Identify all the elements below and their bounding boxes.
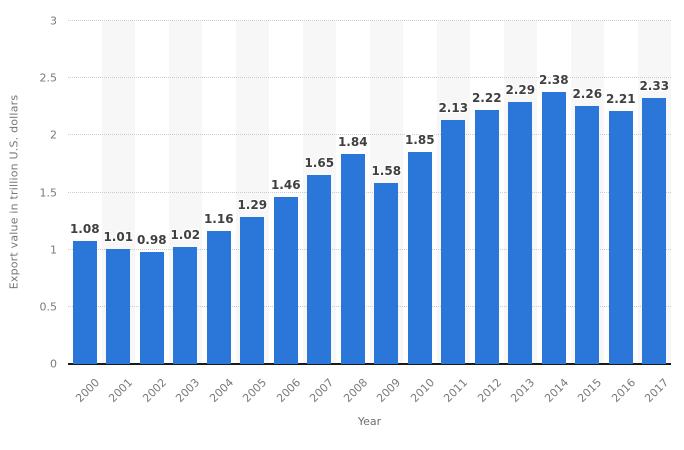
bar-2007: [307, 175, 332, 364]
x-tick-label: 2016: [608, 376, 638, 405]
bar-value-label: 2.33: [639, 78, 670, 93]
bar-2010: [407, 152, 432, 364]
y-tick-label: 2: [50, 128, 57, 142]
bar-value-label: 2.38: [538, 72, 569, 87]
bar-value-label: 1.08: [69, 221, 100, 236]
bar-2012: [474, 110, 499, 364]
bar-value-label: 1.58: [371, 164, 402, 179]
y-tick-label: 0.5: [39, 300, 58, 314]
x-tick-label: 2002: [139, 376, 169, 405]
x-tick-label: 2012: [474, 376, 504, 405]
gridline: [68, 77, 671, 79]
x-tick-label: 2010: [407, 376, 437, 405]
gridline: [68, 248, 671, 250]
bar-2002: [139, 251, 164, 364]
bar-value-label: 0.98: [136, 232, 167, 247]
x-tick-label: 2014: [541, 376, 571, 405]
gridline: [68, 20, 671, 21]
bar-2014: [541, 91, 566, 364]
x-tick-label: 2003: [173, 376, 203, 405]
bar-2004: [206, 231, 231, 364]
bar-2000: [72, 240, 97, 364]
x-axis-title: Year: [357, 415, 382, 428]
x-tick-label: 2005: [240, 376, 270, 405]
y-tick-label: 1.5: [39, 186, 58, 199]
x-tick-label: 2013: [508, 376, 538, 405]
bar-2013: [508, 102, 533, 364]
gridline: [68, 134, 671, 136]
y-axis-ticks: 0 0.5 1 1.5 2 2.5 3: [0, 15, 58, 371]
bar-2006: [273, 197, 298, 364]
gridline: [68, 191, 671, 193]
x-tick-label: 2004: [206, 376, 236, 405]
x-tick-label: 2006: [273, 376, 303, 405]
x-tick-label: 2000: [72, 376, 102, 405]
x-tick-label: 2017: [642, 376, 672, 405]
x-tick-label: 2011: [441, 376, 471, 405]
y-tick-label: 3: [50, 14, 57, 28]
bar-value-label: 1.65: [304, 156, 335, 171]
bar-value-label: 1.84: [337, 134, 368, 149]
gridline: [68, 305, 671, 307]
x-tick-label: 2015: [575, 376, 605, 405]
bar-2001: [106, 248, 131, 364]
plot-area: 1.08 1.01 0.98 1.02 1.16 1.29 1.46 1.65 1.84 1.58…: [68, 20, 671, 365]
y-tick-label: 2.5: [39, 71, 58, 85]
bar-value-label: 2.22: [471, 91, 502, 106]
bar-2011: [441, 120, 466, 364]
bar-value-label: 2.26: [572, 86, 603, 101]
y-tick-label: 1: [50, 243, 57, 257]
bar-value-label: 1.85: [404, 133, 435, 148]
bar-2003: [173, 247, 198, 364]
bar-value-label: 2.13: [438, 101, 469, 116]
bar-value-label: 1.01: [103, 229, 134, 244]
x-axis-baseline: [68, 363, 671, 365]
bar-2008: [340, 153, 365, 364]
bar-2005: [240, 216, 265, 364]
bar-2015: [575, 105, 600, 364]
x-tick-label: 2009: [374, 376, 404, 405]
x-tick-label: 2007: [307, 376, 337, 405]
bar-value-label: 2.29: [505, 83, 536, 98]
bar-value-label: 1.02: [170, 228, 201, 243]
bar-value-label: 1.46: [270, 178, 301, 193]
x-axis-ticks: 2000 2001 2002 2003 2004 2005 2006 2007 2008 2009…: [68, 370, 671, 410]
bar-2016: [608, 111, 633, 364]
y-tick-label: 0: [50, 357, 57, 371]
bar-value-label: 1.29: [237, 197, 268, 212]
bar-value-label: 1.16: [203, 212, 234, 227]
x-tick-label: 2008: [340, 376, 370, 405]
x-tick-label: 2001: [106, 376, 136, 405]
bar-2009: [374, 183, 399, 364]
bar-value-label: 2.21: [605, 92, 636, 107]
bar-2017: [642, 97, 667, 364]
